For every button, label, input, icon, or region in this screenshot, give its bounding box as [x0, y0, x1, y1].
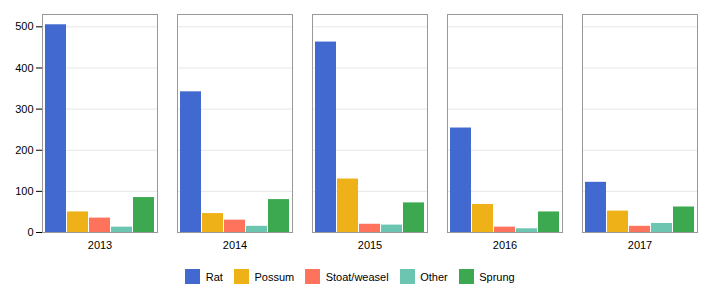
svg-text:2017: 2017	[628, 239, 652, 251]
html-text:Sprung: Sprung	[479, 270, 515, 283]
svg-text:500: 500	[15, 20, 33, 32]
svg-text:0: 0	[27, 226, 33, 238]
svg-text:300: 300	[15, 103, 33, 115]
html-text:Rat: Rat	[205, 270, 223, 283]
svg-text:2013: 2013	[88, 239, 112, 251]
html-text:Possum: Possum	[254, 270, 295, 283]
svg-text:400: 400	[15, 61, 33, 73]
svg-text:2014: 2014	[223, 239, 247, 251]
html-text:Stoat/weasel: Stoat/weasel	[325, 270, 389, 283]
svg-text:200: 200	[15, 144, 33, 156]
svg-text:100: 100	[15, 185, 33, 197]
html-text:Other: Other	[420, 270, 448, 283]
svg-text:2016: 2016	[493, 239, 517, 251]
svg-text:2015: 2015	[358, 239, 382, 251]
